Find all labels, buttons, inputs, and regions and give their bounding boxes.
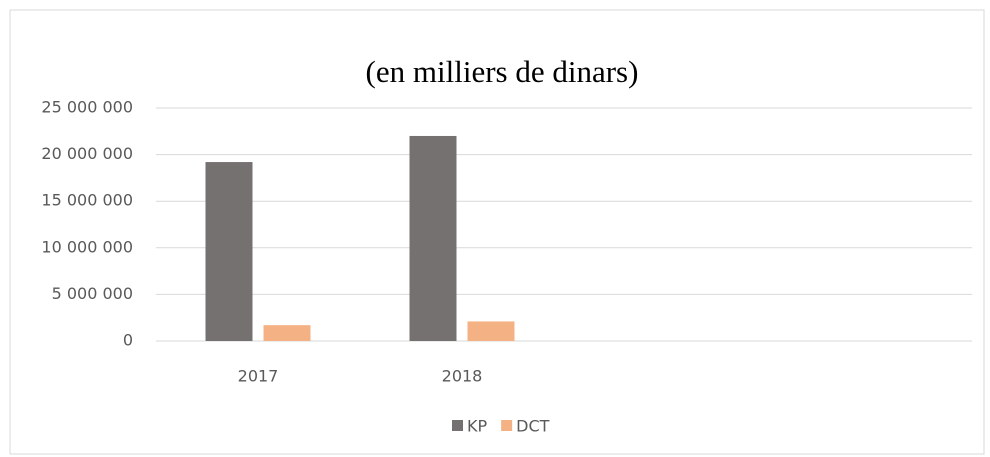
- bar: [409, 135, 457, 341]
- bar: [205, 162, 253, 341]
- y-tick-label: 5 000 000: [52, 284, 133, 303]
- chart-border: [9, 9, 985, 455]
- y-tick-label: 25 000 000: [41, 98, 133, 117]
- y-tick-label: 15 000 000: [41, 191, 133, 210]
- legend-label: DCT: [516, 417, 549, 436]
- legend-label: KP: [467, 417, 487, 436]
- x-tick-label: 2017: [238, 367, 279, 386]
- chart-title: (en milliers de dinars): [366, 54, 639, 89]
- bar: [467, 321, 515, 341]
- x-tick-label: 2018: [442, 367, 483, 386]
- y-tick-label: 0: [123, 331, 133, 350]
- legend-swatch: [501, 420, 513, 431]
- y-tick-label: 10 000 000: [41, 237, 133, 256]
- bar: [263, 325, 311, 341]
- y-tick-label: 20 000 000: [41, 144, 133, 163]
- legend-swatch: [452, 420, 463, 431]
